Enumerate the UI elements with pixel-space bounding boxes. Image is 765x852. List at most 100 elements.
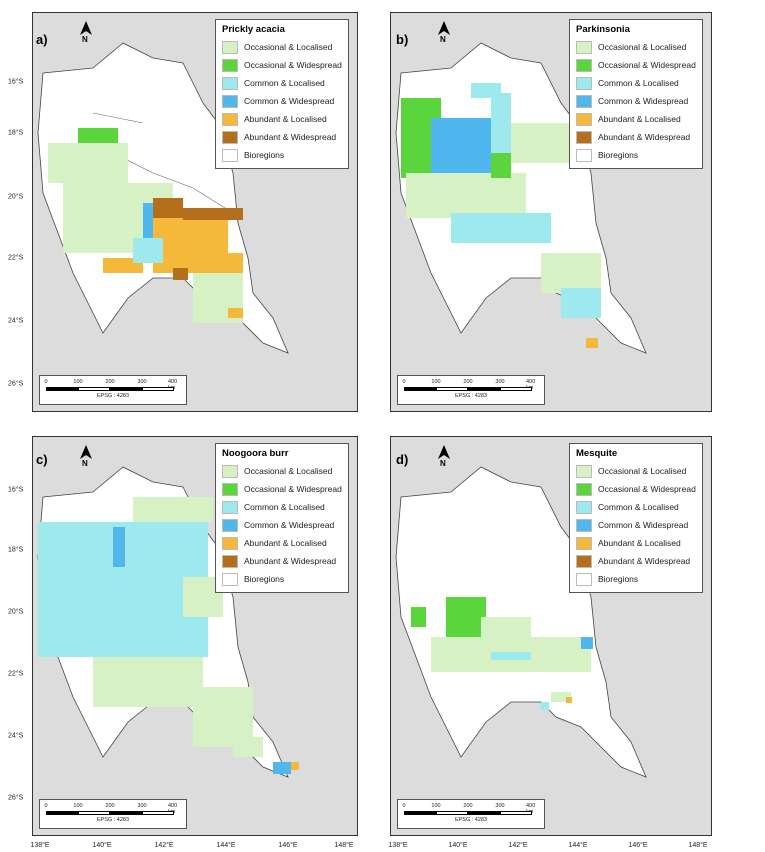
- panel-label: a): [36, 32, 48, 47]
- scale-segment: [110, 387, 142, 391]
- panel-label: c): [36, 452, 48, 467]
- legend-swatch: [576, 76, 592, 90]
- scale-tick: 200: [463, 379, 473, 385]
- lon-tick: 146°E: [278, 842, 298, 849]
- legend-swatch: [576, 536, 592, 550]
- legend-item: Bioregions: [222, 570, 342, 588]
- legend-swatch: [222, 554, 238, 568]
- lat-tick: 22°S: [8, 254, 24, 262]
- legend-item: Abundant & Localised: [222, 110, 342, 128]
- north-label: N: [440, 35, 446, 44]
- legend-item: Abundant & Localised: [222, 534, 342, 552]
- legend-item: Occasional & Localised: [222, 462, 342, 480]
- legend-swatch: [222, 572, 238, 586]
- legend-swatch: [576, 482, 592, 496]
- scale-segment: [46, 387, 78, 391]
- legend-item: Bioregions: [576, 570, 696, 588]
- legend-label: Occasional & Widespread: [244, 484, 342, 494]
- map-area: [395, 466, 647, 778]
- scale-tick: 0: [44, 379, 48, 385]
- scale-crs: EPSG : 4283: [454, 393, 488, 399]
- legend-item: Abundant & Widespread: [222, 128, 342, 146]
- legend: Parkinsonia Occasional & Localised Occas…: [569, 19, 703, 169]
- legend-item: Common & Widespread: [222, 92, 342, 110]
- legend-label: Occasional & Localised: [598, 466, 687, 476]
- north-label: N: [82, 459, 88, 468]
- legend-swatch: [576, 554, 592, 568]
- scale-segment: [436, 811, 468, 815]
- legend-label: Common & Localised: [244, 78, 325, 88]
- scale-tick: 0: [44, 803, 48, 809]
- map-frame: N Mesquite Occasional & Localised Occasi…: [390, 436, 712, 836]
- legend-item: Abundant & Widespread: [222, 552, 342, 570]
- north-label: N: [440, 459, 446, 468]
- scale-tick: 300: [495, 379, 505, 385]
- scale-tick: 200: [463, 803, 473, 809]
- legend-swatch: [222, 482, 238, 496]
- scale-bar: 0 100 200 300 400 km EPSG : 4283: [39, 375, 187, 405]
- legend-label: Common & Widespread: [244, 96, 335, 106]
- lat-tick: 16°S: [8, 78, 24, 86]
- lat-tick: 16°S: [8, 486, 24, 494]
- legend-label: Abundant & Localised: [598, 114, 681, 124]
- legend-swatch: [222, 130, 238, 144]
- lon-tick: 142°E: [508, 842, 528, 849]
- map-panel-b: N Parkinsonia Occasional & Localised Occ…: [386, 6, 736, 416]
- lat-tick: 24°S: [8, 317, 24, 325]
- legend-label: Common & Localised: [244, 502, 325, 512]
- lat-tick: 20°S: [8, 608, 24, 616]
- scale-bar: 0 100 200 300 400 km EPSG : 4283: [39, 799, 187, 829]
- legend-swatch: [222, 58, 238, 72]
- legend-label: Abundant & Widespread: [244, 132, 337, 142]
- legend-item: Occasional & Localised: [576, 462, 696, 480]
- legend-title: Parkinsonia: [576, 24, 630, 35]
- lat-tick: 22°S: [8, 670, 24, 678]
- legend-label: Abundant & Widespread: [244, 556, 337, 566]
- legend-label: Bioregions: [244, 150, 285, 160]
- scale-tick: 0: [402, 803, 406, 809]
- lon-tick: 138°E: [388, 842, 408, 849]
- map-area: [37, 42, 289, 354]
- legend: Prickly acacia Occasional & Localised Oc…: [215, 19, 349, 169]
- legend-label: Common & Widespread: [244, 520, 335, 530]
- legend-swatch: [576, 572, 592, 586]
- legend-item: Common & Localised: [222, 74, 342, 92]
- legend-swatch: [576, 94, 592, 108]
- north-label: N: [82, 35, 88, 44]
- legend-swatch: [576, 130, 592, 144]
- legend-label: Occasional & Widespread: [598, 60, 696, 70]
- legend-label: Common & Localised: [598, 502, 679, 512]
- scale-segment: [500, 387, 532, 391]
- scale-segment: [500, 811, 532, 815]
- lon-tick: 148°E: [688, 842, 708, 849]
- panel-label: d): [396, 452, 409, 467]
- lon-tick: 140°E: [448, 842, 468, 849]
- legend-label: Abundant & Widespread: [598, 556, 691, 566]
- lon-tick: 142°E: [154, 842, 174, 849]
- scale-segment: [78, 387, 110, 391]
- legend-label: Common & Widespread: [598, 520, 689, 530]
- mesquite-cells: [411, 597, 593, 710]
- map-frame: N Noogoora burr Occasional & Localised O…: [32, 436, 358, 836]
- scale-tick: 100: [73, 379, 83, 385]
- map-area: [37, 466, 299, 778]
- legend-item: Common & Widespread: [222, 516, 342, 534]
- scale-segment: [110, 811, 142, 815]
- map-panel-a: N Prickly acacia Occasional & Localised …: [6, 6, 361, 416]
- lat-tick: 20°S: [8, 193, 24, 201]
- lat-tick: 24°S: [8, 732, 24, 740]
- legend-swatch: [576, 518, 592, 532]
- legend-label: Abundant & Widespread: [598, 132, 691, 142]
- scale-tick: 300: [137, 379, 147, 385]
- legend-swatch: [222, 76, 238, 90]
- north-arrow-icon: [80, 445, 92, 459]
- scale-segment: [78, 811, 110, 815]
- legend-label: Occasional & Localised: [244, 42, 333, 52]
- legend-item: Occasional & Widespread: [222, 56, 342, 74]
- scale-segment: [404, 811, 436, 815]
- legend-swatch: [576, 58, 592, 72]
- legend-swatch: [576, 500, 592, 514]
- legend-label: Occasional & Widespread: [598, 484, 696, 494]
- legend-swatch: [222, 536, 238, 550]
- lon-tick: 144°E: [568, 842, 588, 849]
